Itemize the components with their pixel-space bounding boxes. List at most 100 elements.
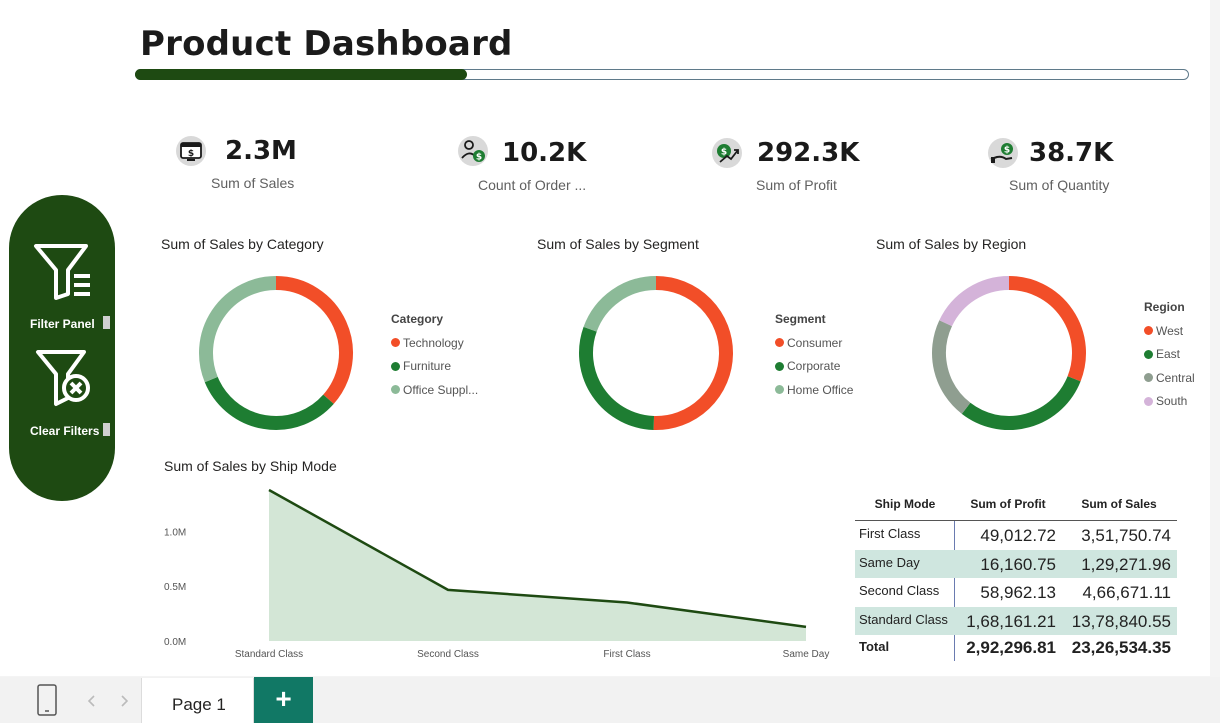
mobile-layout-icon[interactable]	[36, 684, 58, 716]
region-donut[interactable]	[928, 272, 1090, 434]
page-title: Product Dashboard	[140, 24, 513, 64]
donut-slice-east[interactable]	[961, 375, 1081, 430]
category-legend-title: Category	[391, 312, 444, 326]
profit-cell: 16,160.75	[980, 554, 1056, 574]
legend-item[interactable]: Central	[1144, 366, 1210, 390]
donut-slice-corporate[interactable]	[579, 326, 655, 430]
x-tick-label: First Class	[603, 649, 650, 660]
region-legend: West East Central South	[1144, 319, 1210, 413]
legend-item[interactable]: Office Suppl...	[391, 378, 501, 402]
donut-slice-furniture[interactable]	[204, 376, 334, 430]
legend-item[interactable]: Corporate	[775, 355, 885, 379]
page-tab-1[interactable]: Page 1	[141, 678, 254, 723]
table-header[interactable]: Sum of Sales	[1081, 497, 1157, 511]
donut-slice-home-office[interactable]	[583, 276, 657, 332]
add-page-button[interactable]: +	[254, 677, 313, 723]
svg-text:$: $	[188, 149, 194, 159]
profit-cell: 58,962.13	[980, 583, 1056, 602]
donut-slice-technology[interactable]	[275, 276, 353, 404]
category-donut[interactable]	[195, 272, 357, 434]
table-header[interactable]: Ship Mode	[874, 497, 936, 511]
filter-panel-label[interactable]: Filter Panel	[30, 317, 95, 331]
x-tick-label: Same Day	[783, 649, 830, 660]
page-tab-label: Page 1	[172, 695, 226, 714]
hand-money-icon: $	[988, 138, 1018, 168]
legend-label: Central	[1156, 370, 1195, 385]
legend-dot	[775, 385, 784, 395]
kpi-orders-label: Count of Order ...	[478, 177, 587, 193]
svg-text:$: $	[1004, 146, 1010, 156]
kpi-quantity-label: Sum of Quantity	[1009, 177, 1110, 193]
segment-chart-title: Sum of Sales by Segment	[537, 236, 699, 252]
donut-slice-office-suppl[interactable]	[199, 276, 277, 383]
legend-item[interactable]: East	[1144, 343, 1210, 367]
profit-cell: 49,012.72	[980, 526, 1056, 545]
kpi-orders-value: 10.2K	[502, 138, 587, 168]
clear-filter-icon[interactable]	[34, 346, 94, 410]
donut-slice-central[interactable]	[932, 320, 971, 414]
donut-slice-south[interactable]	[939, 276, 1010, 327]
clear-filters-toggle[interactable]	[103, 423, 110, 436]
filter-icon[interactable]	[30, 240, 96, 304]
ship-mode-cell: Same Day	[859, 554, 920, 570]
legend-item[interactable]: West	[1144, 319, 1210, 343]
legend-item[interactable]: Technology	[391, 331, 501, 355]
table-row[interactable]: Second Class 58,962.13 4,66,671.11	[855, 578, 1177, 606]
chevron-right-icon[interactable]	[118, 694, 130, 708]
kpi-quantity-value: 38.7K	[1029, 138, 1114, 168]
table-header-divider	[855, 520, 1177, 521]
legend-label: East	[1156, 347, 1181, 362]
y-tick-label: 0.0M	[164, 637, 186, 648]
legend-label: Home Office	[787, 382, 854, 397]
legend-label: Furniture	[403, 359, 452, 374]
report-canvas: Product Dashboard $ 2.3M Sum of Sales $ …	[0, 0, 1210, 676]
area-series-line[interactable]	[268, 488, 807, 629]
legend-dot	[775, 361, 784, 371]
y-tick-label: 0.5M	[164, 582, 186, 593]
table-column-divider	[954, 521, 955, 661]
legend-label: West	[1156, 323, 1184, 338]
table-row[interactable]: Standard Class 1,68,161.21 13,78,840.55	[855, 606, 1177, 635]
region-chart-title: Sum of Sales by Region	[876, 236, 1027, 252]
legend-dot	[775, 338, 784, 348]
ship-mode-cell: First Class	[859, 526, 921, 541]
total-sales: 23,26,534.35	[1071, 638, 1171, 657]
x-tick-label: Standard Class	[235, 649, 303, 660]
total-profit: 2,92,296.81	[966, 638, 1056, 657]
segment-legend-title: Segment	[775, 312, 826, 326]
table-row[interactable]: First Class 49,012.72 3,51,750.74	[855, 521, 1177, 549]
category-chart-title: Sum of Sales by Category	[161, 236, 324, 252]
legend-label: South	[1156, 394, 1188, 409]
shipmode-table[interactable]: Ship Mode Sum of Profit Sum of Sales First …	[855, 492, 1177, 667]
segment-donut[interactable]	[575, 272, 737, 434]
legend-dot	[1144, 396, 1153, 406]
legend-item[interactable]: Home Office	[775, 378, 885, 402]
legend-label: Corporate	[787, 359, 841, 374]
legend-item[interactable]: South	[1144, 390, 1210, 414]
table-header[interactable]: Sum of Profit	[970, 497, 1046, 511]
total-label: Total	[859, 639, 890, 654]
clear-filters-label[interactable]: Clear Filters	[30, 424, 100, 438]
kpi-card-quantity[interactable]: $ 38.7K Sum of Quantity	[988, 134, 1188, 194]
donut-slice-west[interactable]	[1008, 276, 1086, 382]
donut-slice-consumer[interactable]	[653, 276, 734, 430]
legend-item[interactable]: Consumer	[775, 331, 885, 355]
x-tick-label: Second Class	[417, 649, 479, 660]
filter-panel-toggle[interactable]	[103, 316, 110, 329]
y-tick-label: 1.0M	[164, 527, 186, 538]
segment-legend: Consumer Corporate Home Office	[775, 331, 885, 402]
shipmode-chart-title: Sum of Sales by Ship Mode	[164, 458, 337, 474]
area-fill	[269, 490, 806, 641]
legend-item[interactable]: Furniture	[391, 355, 501, 379]
legend-dot	[1144, 373, 1153, 383]
shipmode-area-chart[interactable]: 1.0M 0.5M 0.0M Standard Class Second Class Fi…	[150, 480, 850, 665]
kpi-card-sales[interactable]: $ 2.3M Sum of Sales	[176, 134, 376, 194]
legend-label: Office Suppl...	[403, 382, 479, 397]
kpi-card-orders[interactable]: $ 10.2K Count of Order ...	[458, 134, 658, 194]
title-progress-fill	[135, 69, 467, 80]
ship-mode-cell: Second Class	[859, 583, 940, 598]
table-row[interactable]: Same Day 16,160.75 1,29,271.96	[855, 549, 1177, 578]
chevron-left-icon[interactable]	[86, 694, 98, 708]
svg-text:$: $	[721, 148, 727, 158]
kpi-card-profit[interactable]: $ 292.3K Sum of Profit	[712, 134, 912, 194]
